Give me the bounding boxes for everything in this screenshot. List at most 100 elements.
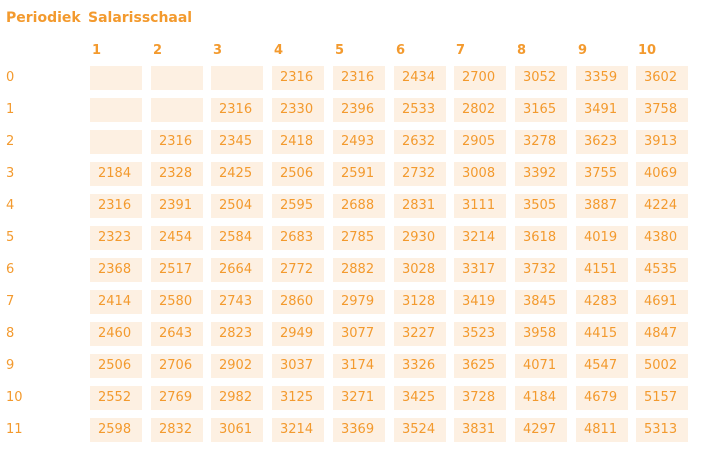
salary-cell: 5002 [636,354,688,378]
salary-cell: 3618 [515,226,567,250]
salary-cell: 2316 [151,130,203,154]
salary-cell: 2769 [151,386,203,410]
salary-cell: 3425 [394,386,446,410]
salary-cell: 2802 [454,98,506,122]
salary-cell: 4184 [515,386,567,410]
salary-cell: 3227 [394,322,446,346]
salary-cell: 3278 [515,130,567,154]
salary-cell: 3111 [454,194,506,218]
salary-cell: 2316 [272,66,324,90]
periodiek-label: 6 [6,262,15,277]
salary-cell [151,98,203,122]
salary-cell: 3602 [636,66,688,90]
salary-cell: 3271 [333,386,385,410]
salary-cell: 2732 [394,162,446,186]
salary-cell: 3623 [576,130,628,154]
salary-cell: 2328 [151,162,203,186]
salary-cell: 2772 [272,258,324,282]
scale-header-1: 1 [92,43,102,58]
salary-cell: 2391 [151,194,203,218]
salary-cell: 2580 [151,290,203,314]
salary-cell: 4691 [636,290,688,314]
periodiek-label: 0 [6,70,15,85]
scale-header-3: 3 [213,43,223,58]
salary-cell: 4847 [636,322,688,346]
scale-header-4: 4 [274,43,284,58]
salary-cell: 3758 [636,98,688,122]
salary-cell: 4297 [515,418,567,442]
salary-cell: 3524 [394,418,446,442]
periodiek-label: 1 [6,102,15,117]
salary-cell: 2584 [211,226,263,250]
salary-cell: 3755 [576,162,628,186]
salary-cell: 2368 [90,258,142,282]
salary-cell: 2860 [272,290,324,314]
salary-cell: 2316 [90,194,142,218]
salary-cell: 3505 [515,194,567,218]
scale-header-7: 7 [456,43,466,58]
salary-cell: 4019 [576,226,628,250]
periodiek-label: 5 [6,230,15,245]
salary-cell: 5313 [636,418,688,442]
periodiek-label: 2 [6,134,15,149]
salary-cell: 2460 [90,322,142,346]
salary-cell: 3037 [272,354,324,378]
salary-cell: 2643 [151,322,203,346]
salary-cell: 3625 [454,354,506,378]
salary-cell: 3174 [333,354,385,378]
salary-cell: 2418 [272,130,324,154]
salary-cell: 3369 [333,418,385,442]
salary-cell [151,66,203,90]
salary-cell: 2832 [151,418,203,442]
scale-header-9: 9 [578,43,588,58]
salary-cell: 3732 [515,258,567,282]
scale-header-8: 8 [517,43,527,58]
salary-cell: 2506 [272,162,324,186]
salary-cell: 2595 [272,194,324,218]
salary-cell: 4811 [576,418,628,442]
salary-cell: 3214 [272,418,324,442]
periodiek-label: 7 [6,294,15,309]
salary-cell: 2700 [454,66,506,90]
periodiek-label: 3 [6,166,15,181]
salary-cell: 2414 [90,290,142,314]
salary-cell: 3359 [576,66,628,90]
salary-cell: 2664 [211,258,263,282]
salary-cell: 2688 [333,194,385,218]
salary-cell: 2683 [272,226,324,250]
salary-cell: 2905 [454,130,506,154]
salary-cell: 2979 [333,290,385,314]
salary-cell: 3165 [515,98,567,122]
salary-cell: 2396 [333,98,385,122]
salary-cell: 3728 [454,386,506,410]
salary-cell: 2949 [272,322,324,346]
salary-cell: 3008 [454,162,506,186]
salary-cell: 4283 [576,290,628,314]
salary-cell: 3523 [454,322,506,346]
salary-cell: 4380 [636,226,688,250]
periodiek-label: 11 [6,422,23,437]
salary-cell: 3128 [394,290,446,314]
salary-cell: 2454 [151,226,203,250]
salary-cell: 3887 [576,194,628,218]
salary-cell: 4071 [515,354,567,378]
periodiek-label: 4 [6,198,15,213]
salary-cell: 2434 [394,66,446,90]
periodiek-label: 8 [6,326,15,341]
periodiek-header: Periodiek [6,10,81,26]
salary-cell: 3491 [576,98,628,122]
salary-cell: 2882 [333,258,385,282]
salary-cell: 2330 [272,98,324,122]
salary-cell: 4679 [576,386,628,410]
scale-header-5: 5 [335,43,345,58]
salary-cell: 3392 [515,162,567,186]
salary-cell: 3214 [454,226,506,250]
salary-cell: 2930 [394,226,446,250]
salary-cell: 3913 [636,130,688,154]
salary-cell: 3317 [454,258,506,282]
salary-cell: 2184 [90,162,142,186]
salary-cell: 2823 [211,322,263,346]
salarisschaal-header: Salarisschaal [88,10,193,26]
salary-cell [90,66,142,90]
